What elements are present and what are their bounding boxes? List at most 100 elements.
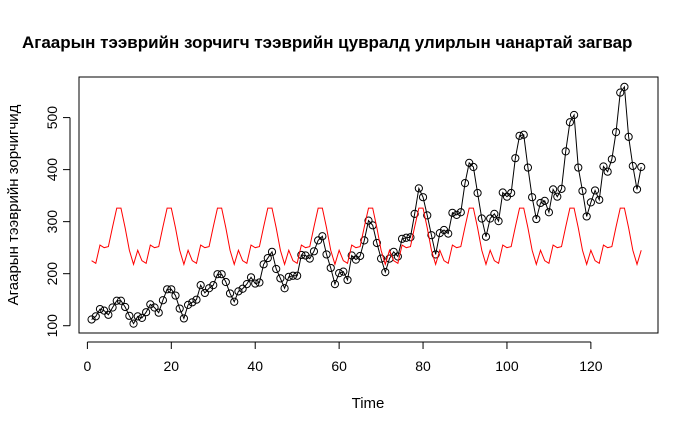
series-0-point-125 xyxy=(611,128,621,137)
series-0-point-120 xyxy=(590,186,600,195)
series-0-point-1 xyxy=(91,312,100,321)
series-0-point-37 xyxy=(242,279,251,289)
y-tick-label-200: 200 xyxy=(44,262,60,286)
series-0-point-35 xyxy=(234,287,243,296)
x-axis-label: Time xyxy=(352,395,385,412)
series-0-point-27 xyxy=(200,288,209,298)
series-0-point-124 xyxy=(607,155,616,164)
series-0-point-40 xyxy=(255,278,264,287)
series-0-point-43 xyxy=(267,247,277,256)
x-tick-label-20: 20 xyxy=(164,358,180,374)
y-axis-label: Агаарын тээврийн зорчигчид xyxy=(5,104,22,305)
series-0-point-18 xyxy=(163,285,172,294)
series-0-point-52 xyxy=(305,254,314,263)
series-0-point-56 xyxy=(322,250,331,259)
series-0-point-98 xyxy=(498,188,507,197)
series-0-point-44 xyxy=(272,264,281,274)
series-0-point-102 xyxy=(515,131,524,140)
series-0-point-117 xyxy=(578,186,587,196)
series-0-point-130 xyxy=(632,185,642,194)
series-0-point-79 xyxy=(418,193,428,202)
series-0-point-108 xyxy=(540,196,549,205)
x-tick-label-100: 100 xyxy=(495,358,519,374)
series-0-point-106 xyxy=(532,214,541,224)
series-0-point-53 xyxy=(309,247,319,256)
series-0-point-129 xyxy=(628,161,637,171)
series-0-point-7 xyxy=(116,296,126,305)
series-0-point-81 xyxy=(427,231,436,240)
series-0-point-2 xyxy=(95,304,105,314)
series-0-point-80 xyxy=(423,211,432,220)
series-0-point-77 xyxy=(410,209,419,218)
series-0-point-128 xyxy=(624,132,633,141)
y-tick-label-300: 300 xyxy=(44,210,60,234)
x-tick-label-0: 0 xyxy=(83,358,91,374)
series-0-point-62 xyxy=(347,251,356,260)
series-0-point-20 xyxy=(171,291,180,300)
series-0-point-127 xyxy=(620,82,629,91)
series-0-point-34 xyxy=(230,297,239,306)
series-0-point-36 xyxy=(238,284,247,293)
x-tick-label-40: 40 xyxy=(247,358,263,374)
chart-title: Агаарын тээврийн зорчигч тээврийн цуврал… xyxy=(22,33,632,52)
series-0 xyxy=(87,82,646,328)
series-0-point-70 xyxy=(381,268,390,277)
series-1 xyxy=(91,207,642,267)
series-0-point-39 xyxy=(251,279,260,288)
series-0-point-131 xyxy=(637,162,646,172)
series-0-point-118 xyxy=(582,212,591,221)
plot-frame xyxy=(78,76,659,334)
series-0-point-30 xyxy=(213,270,222,279)
series-0-point-22 xyxy=(179,314,188,323)
series-0-point-95 xyxy=(486,214,495,223)
series-0-point-85 xyxy=(444,229,453,238)
series-0-point-86 xyxy=(448,208,457,217)
series-0-point-58 xyxy=(330,279,340,289)
series-0-point-103 xyxy=(519,130,528,139)
series-0-point-119 xyxy=(586,198,595,207)
y-axis: 100 200 300 400 500 xyxy=(44,106,71,337)
series-0-point-47 xyxy=(284,272,293,281)
x-tick-label-60: 60 xyxy=(331,358,347,374)
series-0-point-9 xyxy=(125,311,134,320)
series-0-point-78 xyxy=(414,184,423,193)
series-0-point-48 xyxy=(288,271,298,280)
series-0-point-110 xyxy=(549,185,558,194)
series-0-point-25 xyxy=(192,295,201,304)
series-0-point-16 xyxy=(154,308,163,317)
series-0-point-93 xyxy=(477,214,486,223)
series-0-point-69 xyxy=(376,254,386,263)
series-0-point-24 xyxy=(188,298,197,307)
series-0-point-50 xyxy=(297,250,306,260)
series-0-point-41 xyxy=(259,260,268,269)
series-0-point-123 xyxy=(603,167,612,176)
series-0-point-45 xyxy=(276,274,285,283)
x-tick-label-80: 80 xyxy=(415,358,431,374)
series-0-point-115 xyxy=(569,110,579,120)
series-0-point-3 xyxy=(100,306,109,315)
series-0-point-100 xyxy=(507,188,516,198)
series-0-point-112 xyxy=(557,184,566,193)
series-0-point-29 xyxy=(209,281,218,290)
series-0-point-5 xyxy=(108,303,117,312)
series-0-point-126 xyxy=(616,88,625,97)
series-0-point-57 xyxy=(326,263,335,273)
series-0-point-15 xyxy=(150,303,159,312)
series-0-point-105 xyxy=(528,193,537,202)
series-0-point-122 xyxy=(599,162,608,171)
series-0-point-65 xyxy=(360,236,369,245)
series-1-line xyxy=(91,207,642,267)
series-0-point-82 xyxy=(431,250,440,259)
series-0-point-91 xyxy=(469,162,478,172)
series-0-point-109 xyxy=(544,208,554,217)
series-0-point-76 xyxy=(406,233,415,242)
series-0-point-68 xyxy=(372,238,381,248)
series-0-point-55 xyxy=(318,232,327,241)
series-0-point-121 xyxy=(595,195,604,204)
series-layer xyxy=(87,82,646,328)
series-0-point-60 xyxy=(339,267,348,276)
series-0-point-107 xyxy=(536,198,545,208)
series-0-point-104 xyxy=(523,163,533,172)
series-0-line xyxy=(91,85,642,325)
